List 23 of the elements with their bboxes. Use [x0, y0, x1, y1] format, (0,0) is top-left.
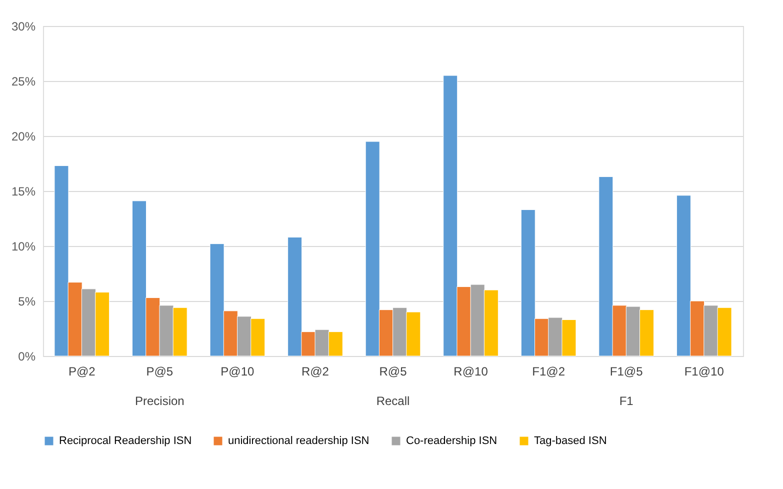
legend-label: Tag-based ISN [534, 435, 607, 447]
y-tick-label: 15% [11, 184, 36, 198]
x-tick-label: P@10 [220, 364, 255, 378]
legend-label: unidirectional readership ISN [228, 435, 370, 447]
x-tick-label: F1@2 [532, 364, 566, 378]
text: Precision [134, 394, 184, 408]
x-tick-label: P@5 [146, 364, 174, 378]
y-tick-label: 0% [18, 350, 36, 364]
x-tick-label: R@10 [454, 364, 488, 378]
y-tick-label: 25% [11, 74, 36, 88]
x-tick-label: P@2 [68, 364, 96, 378]
x-tick-label: R@2 [301, 364, 330, 378]
text: Recall [376, 394, 410, 408]
x-tick-label: F1@10 [684, 364, 724, 378]
x-tick-label: F1@5 [610, 364, 644, 378]
text: F1 [619, 394, 634, 408]
y-tick-label: 5% [18, 294, 36, 308]
y-tick-label: 20% [11, 130, 36, 144]
x-tick-label: R@5 [379, 364, 408, 378]
legend-label: Reciprocal Readership ISN [59, 435, 192, 447]
legend-label: Co-readership ISN [406, 435, 498, 447]
y-tick-label: 30% [11, 20, 36, 34]
y-tick-label: 10% [11, 240, 36, 254]
